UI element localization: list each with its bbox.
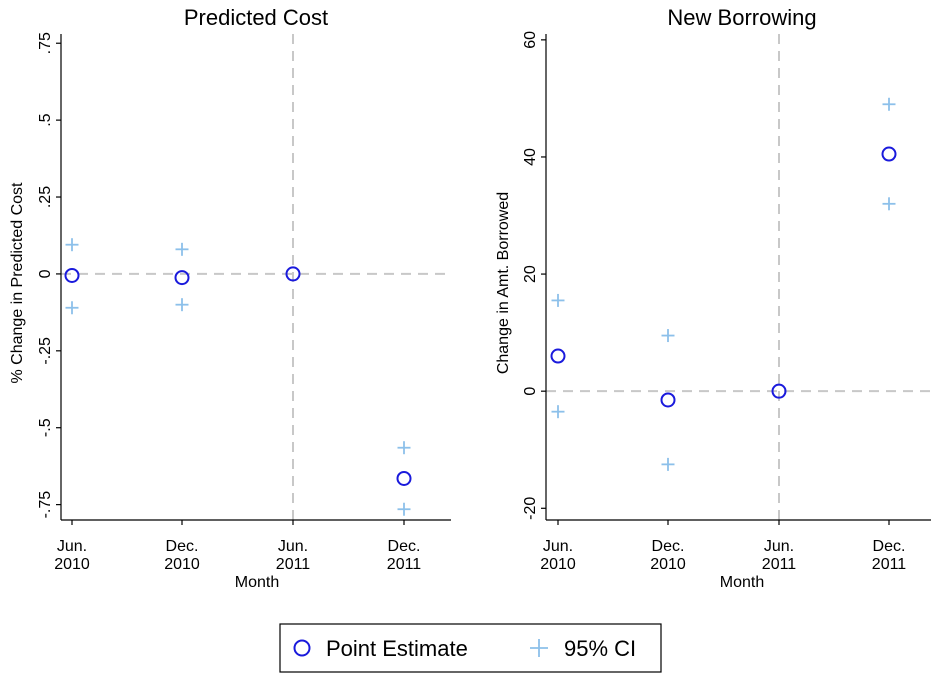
ci-upper-marker [551,293,565,307]
point-estimate-marker [881,146,897,162]
x-tick-label-month: Jun. [543,538,573,555]
x-tick-label-year: 2011 [762,556,797,573]
x-tick-label-year: 2010 [164,556,200,573]
x-tick-label-month: Dec. [166,538,199,555]
legend-point-estimate-label: Point Estimate [326,636,468,661]
ci-lower-marker [661,457,675,471]
panel-new-borrowing: New Borrowing 60 40 20 0 -20 Change in Amt. Bo… [495,5,931,591]
point-estimate-marker [660,392,676,408]
ci-lower-marker [175,298,189,312]
point-estimate-marker [550,348,566,364]
point-estimate-marker [285,266,301,282]
x-axis-label: Month [720,574,764,591]
ci-lower-marker [397,502,411,516]
x-axis-label: Month [235,574,279,591]
x-tick-label-year: 2011 [276,556,311,573]
x-tick-label-month: Dec. [652,538,685,555]
y-tick-label: -.5 [37,418,54,437]
y-tick-label: .75 [37,32,54,54]
x-tick-label-year: 2011 [387,556,422,573]
x-tick-label-month: Jun. [764,538,794,555]
ci-upper-marker [661,329,675,343]
y-tick-label: 0 [522,387,539,396]
y-tick-label: -20 [522,497,539,520]
ci-upper-marker [175,242,189,256]
y-tick-label: 40 [522,148,539,166]
y-tick-label: -.75 [37,491,54,519]
ci-upper-marker [65,238,79,252]
x-tick-label-month: Jun. [57,538,87,555]
x-tick-label-year: 2010 [54,556,90,573]
chart-title: Predicted Cost [184,5,328,30]
x-tick-label-month: Dec. [388,538,421,555]
ci-lower-marker [882,197,896,211]
legend-box [279,623,662,673]
x-tick-label-month: Jun. [278,538,308,555]
y-axis-label: % Change in Predicted Cost [9,182,26,384]
legend: Point Estimate 95% CI [279,623,662,673]
ci-upper-marker [397,441,411,455]
point-estimate-marker [174,270,190,286]
point-estimate-marker [771,383,787,399]
point-estimate-marker [64,267,80,283]
y-tick-label: .5 [37,113,54,126]
chart-title: New Borrowing [667,5,816,30]
y-tick-label: .25 [37,186,54,208]
point-estimate-marker [396,470,412,486]
y-tick-label: -.25 [37,337,54,365]
legend-ci-label: 95% CI [564,636,636,661]
legend-ci-marker [530,639,548,657]
ci-lower-marker [551,405,565,419]
y-tick-label: 20 [522,265,539,283]
x-tick-label-year: 2011 [872,556,907,573]
y-tick-label: 60 [522,31,539,49]
panel-predicted-cost: Predicted Cost .75 .5 .25 0 -.25 -.5 -.75 % Chan… [9,5,451,591]
y-tick-label: 0 [37,269,54,278]
x-tick-label-year: 2010 [540,556,576,573]
ci-lower-marker [65,301,79,315]
x-tick-label-year: 2010 [650,556,686,573]
y-axis-label: Change in Amt. Borrowed [495,192,512,374]
legend-point-estimate-marker [293,639,311,657]
ci-upper-marker [882,97,896,111]
x-tick-label-month: Dec. [873,538,906,555]
